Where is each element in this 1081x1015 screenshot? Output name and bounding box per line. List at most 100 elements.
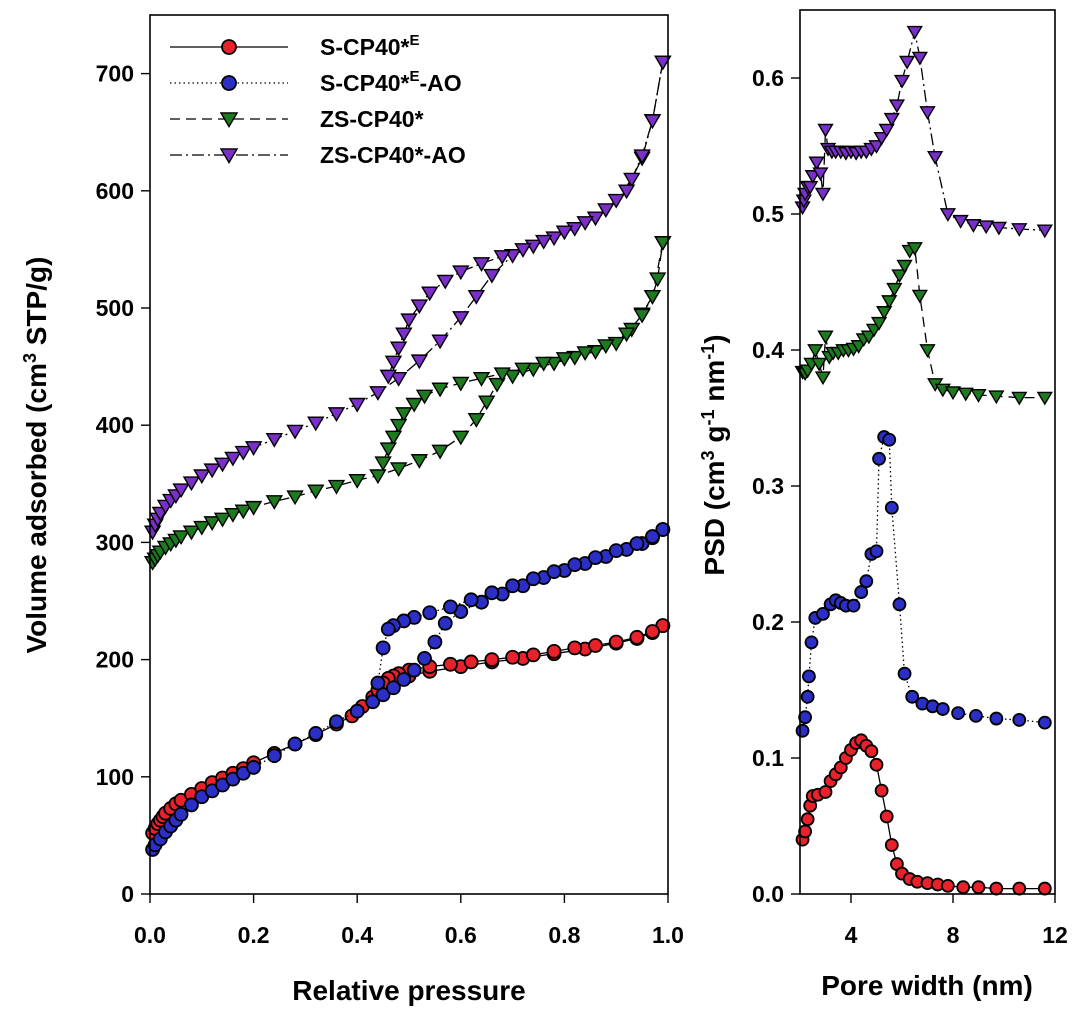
right-data-point (989, 711, 1004, 726)
left-data-point (505, 649, 520, 665)
left-data-point (379, 369, 397, 385)
left-data-point (287, 736, 303, 752)
left-data-point (224, 451, 242, 467)
left-data-point (608, 543, 624, 559)
right-data-point (906, 242, 923, 256)
right-data-point (898, 55, 916, 70)
left-data-point (182, 525, 201, 541)
right-data-point (965, 219, 982, 233)
legend-item: ZS-CP40*-AO (170, 142, 466, 168)
left-data-point (286, 490, 304, 506)
left-data-point (244, 500, 263, 516)
left-data-point (488, 377, 506, 393)
right-data-point (872, 451, 886, 466)
right-data-point (893, 74, 911, 89)
right-y-tick-label: 0.6 (752, 65, 784, 91)
right-data-point (911, 51, 928, 66)
right-data-point (952, 214, 969, 229)
right-data-point (1011, 223, 1028, 237)
legend-marker (219, 148, 239, 165)
right-data-point (873, 131, 890, 146)
left-data-point (597, 203, 615, 219)
left-y-axis-title: Volume adsorbed (cm3 STP/g) (20, 257, 52, 654)
left-data-point (555, 225, 574, 241)
left-data-point (172, 530, 190, 546)
left-data-point (265, 495, 284, 510)
right-data-point (911, 289, 928, 304)
left-series-1 (145, 522, 671, 857)
left-data-point (493, 367, 511, 383)
right-data-point (971, 880, 986, 895)
right-y-tick-label: 0.2 (752, 609, 784, 635)
left-data-point (643, 289, 662, 305)
left-data-point (431, 334, 449, 350)
left-series-3 (143, 55, 672, 541)
right-data-point (816, 606, 830, 621)
left-data-point (655, 522, 671, 537)
left-data-point (643, 114, 662, 129)
left-data-point (503, 369, 522, 385)
left-data-point (375, 640, 391, 656)
left-data-point (576, 216, 594, 231)
right-data-point (798, 710, 812, 725)
right-data-point (808, 156, 825, 171)
left-data-point (452, 311, 470, 326)
right-data-point (990, 221, 1008, 236)
right-data-point (869, 757, 884, 772)
right-series-3 (794, 25, 1053, 239)
left-data-point (567, 640, 583, 656)
isotherm-chart: 0.0 0.2 0.4 0.6 0.8 1.0 0 100 200 300 400 500 600 700… (20, 14, 684, 1006)
left-data-point (234, 504, 252, 520)
legend-label: S-CP40*E-AO (320, 68, 462, 96)
right-data-point (956, 880, 971, 895)
right-data-point (817, 123, 834, 138)
left-data-point (410, 354, 429, 370)
left-y-tick-label: 200 (96, 647, 134, 673)
left-data-point (534, 356, 553, 372)
left-data-point (386, 680, 401, 696)
left-data-point (327, 407, 346, 422)
right-data-point (935, 702, 950, 716)
left-data-point (234, 445, 252, 461)
left-y-tick-label: 300 (96, 529, 134, 555)
left-series-line (152, 528, 664, 850)
left-data-point (173, 806, 189, 822)
legend-item: S-CP40*E-AO (170, 68, 462, 96)
right-data-point (927, 151, 944, 165)
right-data-point (883, 112, 900, 127)
left-data-point (410, 299, 429, 315)
legend-marker (221, 75, 237, 91)
left-data-point (184, 797, 199, 813)
left-data-point (645, 529, 660, 544)
left-data-point (246, 760, 262, 775)
left-data-point (545, 356, 563, 372)
right-data-point (869, 544, 884, 559)
left-data-point (648, 272, 667, 288)
left-data-point (654, 236, 672, 251)
left-data-point (406, 662, 422, 678)
right-data-point (919, 344, 936, 358)
left-data-point (452, 265, 470, 281)
left-x-tick-label: 0.8 (548, 922, 580, 948)
left-data-point (452, 430, 470, 446)
left-data-point (244, 441, 263, 456)
right-data-point (919, 106, 936, 120)
left-data-point (329, 714, 344, 730)
psd-series-layer (794, 25, 1053, 896)
right-data-point (941, 878, 955, 893)
right-data-point (870, 316, 888, 331)
right-data-point (892, 597, 907, 612)
right-data-point (818, 785, 833, 799)
left-data-point (524, 362, 543, 378)
right-x-tick-label: 12 (1042, 922, 1068, 948)
left-data-point (348, 473, 366, 489)
left-x-tick-label: 0.4 (341, 922, 373, 948)
left-data-point (389, 341, 408, 357)
right-data-point (812, 167, 829, 182)
left-data-point (431, 382, 449, 398)
left-data-point (478, 395, 496, 411)
left-data-point (395, 407, 413, 422)
right-data-point (859, 574, 874, 589)
left-data-point (286, 424, 304, 440)
